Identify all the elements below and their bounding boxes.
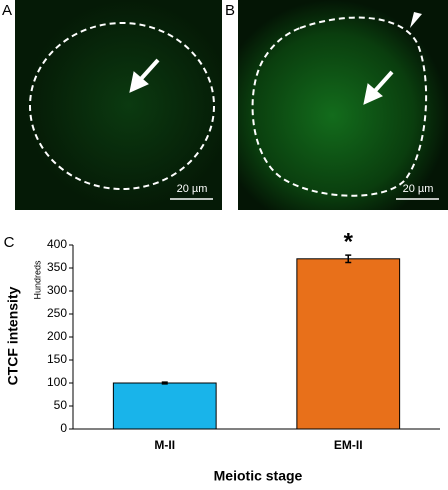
scale-label: 20 µm: [177, 183, 208, 195]
scale-label: 20 µm: [403, 183, 434, 195]
y-axis-title: CTCF intensity: [5, 286, 21, 385]
x-tick-label: EM-II: [334, 438, 363, 452]
y-tick-label: 350: [47, 260, 67, 274]
y-tick-label: 100: [47, 375, 67, 389]
arrowhead-marker: [410, 12, 422, 28]
y-tick-label: 50: [54, 398, 68, 412]
cell-outline: [251, 16, 428, 197]
micrograph-b: [238, 0, 448, 210]
significance-marker: *: [344, 228, 354, 255]
y-tick-label: 300: [47, 283, 67, 297]
x-tick-label: M-II: [154, 438, 175, 452]
x-axis-title: Meiotic stage: [214, 468, 303, 484]
cell-outline: [29, 22, 215, 190]
arrow: [129, 58, 160, 93]
y-tick-label: 150: [47, 352, 67, 366]
panel-label: C: [4, 234, 15, 251]
y-axis-unit: Hundreds: [32, 260, 42, 300]
y-tick-label: 400: [47, 237, 67, 251]
y-tick-label: 0: [60, 421, 67, 435]
bar: [112, 382, 217, 430]
panel-label: B: [225, 2, 235, 19]
arrow: [363, 70, 394, 105]
panel-label: A: [2, 2, 12, 19]
bar: [296, 258, 401, 430]
error-bar: [345, 254, 352, 264]
y-tick-label: 250: [47, 306, 67, 320]
error-bar: [161, 381, 168, 385]
micrograph-a: [15, 0, 222, 210]
y-tick-label: 200: [47, 329, 67, 343]
